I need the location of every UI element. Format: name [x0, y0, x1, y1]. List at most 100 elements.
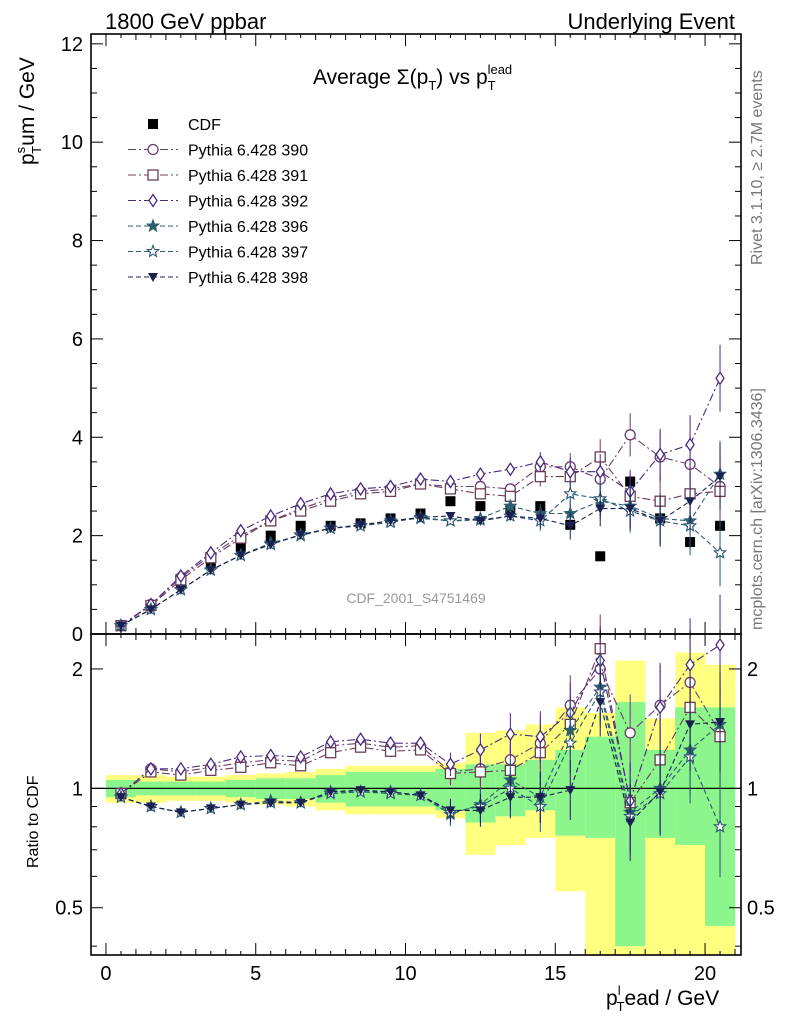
legend-label: Pythia 6.428 392: [188, 194, 308, 211]
legend-item-p398: Pythia 6.428 398: [128, 270, 308, 287]
y-tick-label: 12: [61, 34, 83, 56]
ratio-y-tick-label-right: 1: [747, 778, 758, 800]
point-p391: [474, 488, 487, 500]
point-p392: [176, 568, 186, 584]
legend-label: Pythia 6.428 396: [188, 219, 308, 236]
ratio-point-p398: [445, 806, 456, 816]
point-p398: [295, 530, 306, 540]
point-p392: [235, 523, 246, 538]
legend-marker-p396: [145, 218, 161, 233]
x-axis-label: pl Tead / GeV: [606, 983, 719, 1014]
ratio-point-p392: [685, 657, 695, 672]
x-tick-label: 0: [100, 963, 111, 985]
point-p398: [235, 551, 246, 561]
ratio-y-tick-label-right: 2: [747, 659, 758, 681]
ratio-point-p392: [206, 757, 216, 772]
ratio-point-p392: [235, 749, 246, 765]
legend-label: Pythia 6.428 391: [188, 168, 308, 185]
point-p398: [595, 504, 606, 514]
point-p398: [115, 621, 126, 631]
legend-label: Pythia 6.428 398: [188, 270, 308, 287]
ratio-point-p398: [115, 793, 126, 803]
ratio-point-p398: [325, 787, 336, 797]
ratio-point-p398: [355, 786, 366, 796]
ratio-y-tick-label: 0.5: [55, 898, 83, 920]
ratio-point-p391: [474, 766, 487, 778]
point-p398: [565, 521, 576, 531]
ratio-point-p391: [324, 747, 337, 759]
ratio-uncertainty-bands: [91, 652, 741, 955]
ratio-point-p398: [235, 800, 246, 810]
ratio-point-p392: [475, 742, 486, 758]
ratio-y-tick-label: 2: [72, 659, 83, 681]
ratio-y-tick-label-right: 0.5: [747, 898, 775, 920]
point-p390: [624, 429, 636, 441]
legend-marker-p392: [148, 193, 158, 208]
ratio-point-p398: [625, 818, 636, 828]
legend-item-p390: Pythia 6.428 390: [128, 143, 308, 160]
point-p392: [505, 462, 516, 477]
legend-marker-p397: [145, 243, 161, 258]
point-p398: [625, 504, 636, 514]
ratio-point-p392: [265, 748, 276, 763]
legend-marker-p398: [148, 273, 158, 282]
point-p398: [715, 472, 726, 482]
series-p392: [116, 344, 725, 633]
legend: CDF Pythia 6.428 390 Pythia 6.428 391 Pythi…: [128, 117, 308, 287]
legend-item-CDF: CDF: [148, 117, 221, 134]
ratio-point-p398: [385, 787, 396, 797]
x-tick-label: 20: [694, 963, 716, 985]
header-right: Underlying Event: [567, 9, 735, 34]
point-p398: [655, 516, 666, 526]
point-p398: [385, 516, 396, 526]
point-p392: [595, 464, 605, 479]
point-CDF: [445, 496, 456, 507]
point-p398: [535, 514, 546, 524]
x-tick-label: 5: [250, 963, 261, 985]
x-tick-label: 15: [544, 963, 566, 985]
point-p397: [563, 486, 578, 500]
y-tick-label: 10: [61, 132, 83, 154]
point-p392: [355, 481, 366, 497]
ratio-point-p398: [205, 804, 216, 814]
legend-marker-CDF: [148, 119, 158, 129]
legend-label: Pythia 6.428 397: [188, 245, 308, 262]
point-p392: [715, 371, 725, 386]
ratio-point-p392: [715, 637, 725, 653]
main-title: Average Σ(pT) vs pTlead: [313, 62, 512, 93]
point-p392: [565, 464, 576, 479]
header-left: 1800 GeV ppbar: [105, 9, 266, 34]
point-p398: [265, 540, 276, 550]
ratio-point-p392: [355, 732, 366, 747]
legend-item-p391: Pythia 6.428 391: [128, 168, 308, 185]
y-tick-label: 4: [72, 427, 83, 449]
ratio-band-inner: [585, 736, 616, 838]
point-p398: [475, 516, 486, 526]
ratio-point-p392: [146, 761, 156, 776]
point-p392: [385, 479, 396, 494]
point-p392: [475, 466, 486, 482]
point-p392: [685, 437, 695, 452]
point-p392: [445, 474, 456, 489]
ratio-point-p392: [295, 749, 306, 765]
y-tick-label: 0: [72, 624, 83, 646]
point-p392: [535, 454, 546, 470]
point-p392: [206, 545, 216, 561]
ratio-point-p392: [445, 757, 456, 772]
point-p398: [205, 566, 216, 576]
ratio-point-p398: [505, 793, 516, 803]
series-p398: [115, 443, 726, 631]
ratio-point-p398: [175, 808, 186, 818]
ratio-point-p397: [563, 735, 578, 750]
ratio-point-p390: [624, 727, 636, 739]
y-tick-label: 2: [72, 526, 83, 548]
point-CDF: [475, 501, 486, 512]
point-CDF: [235, 541, 246, 552]
point-p392: [265, 508, 276, 524]
ratio-line-p392: [120, 644, 721, 803]
main-y-label: psTum / GeV: [13, 57, 44, 165]
legend-label: CDF: [188, 117, 221, 134]
ratio-point-p398: [715, 717, 726, 727]
